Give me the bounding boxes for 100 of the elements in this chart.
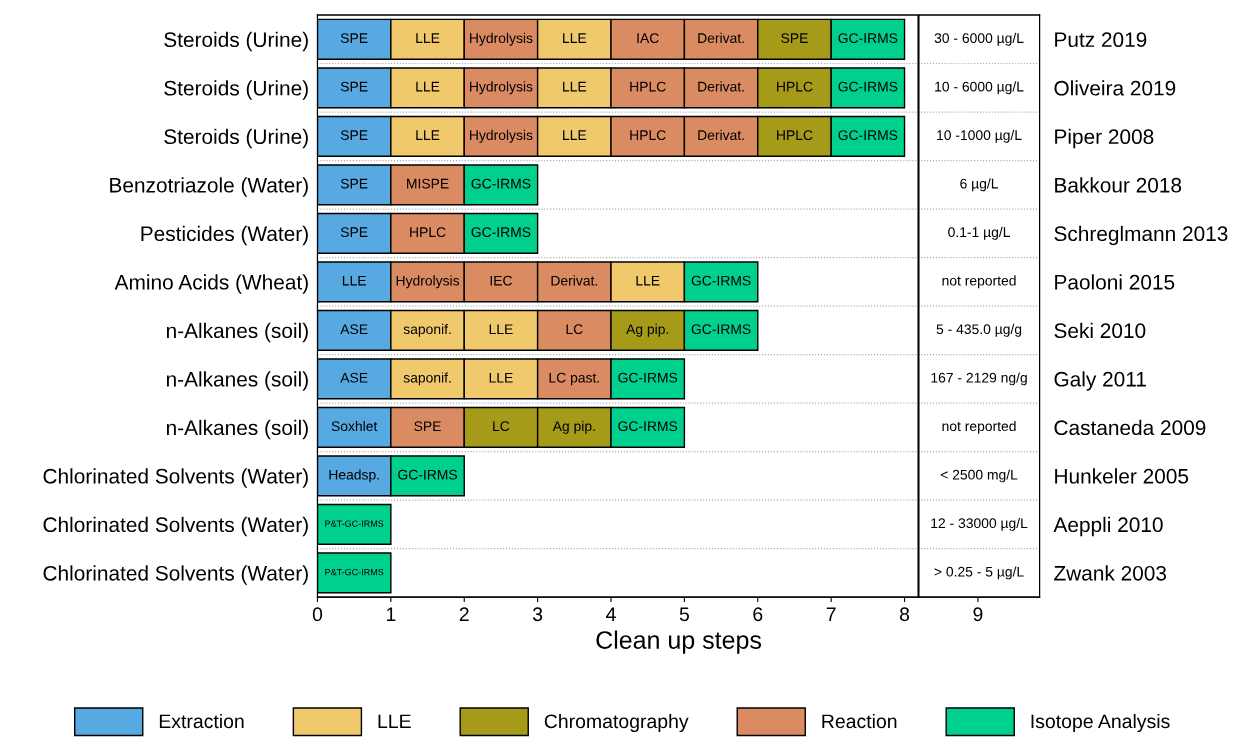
data-label: LLE — [416, 130, 440, 140]
data-label: LLE — [489, 324, 513, 334]
y-tick-label: Chlorinated Solvents (Water) — [43, 468, 308, 488]
x-tick-label: 5 — [679, 607, 689, 622]
data-label: GC-IRMS — [471, 227, 531, 238]
y-tick-label: n-Alkanes (soil) — [166, 322, 308, 343]
data-label: Hydrolysis — [470, 32, 533, 46]
data-label: GC-IRMS — [471, 178, 531, 189]
y2-tick-label: Zwank 2003 — [1054, 565, 1167, 581]
data-label: saponif. — [403, 323, 451, 337]
data-label: SPE — [340, 81, 368, 92]
x-tick-label: 9 — [973, 607, 983, 622]
y2-tick-label: Oliveira 2019 — [1054, 80, 1176, 96]
data-label: SPE — [340, 33, 368, 44]
y2-tick-label: Seki 2010 — [1054, 322, 1146, 339]
data-label: LLE — [563, 33, 587, 43]
data-label: MISPE — [407, 178, 449, 189]
legend-label: LLE — [378, 714, 411, 729]
data-label: LLE — [563, 81, 587, 92]
y-tick-label: Chlorinated Solvents (Water) — [43, 516, 308, 537]
data-label: Soxhlet — [331, 420, 378, 432]
y-tick-label: Pesticides (Water) — [141, 225, 308, 246]
y-tick-label: n-Alkanes (soil) — [166, 371, 308, 391]
y2-tick-label: Paoloni 2015 — [1055, 274, 1175, 290]
annotation: 10 - 6000 µg/L — [935, 81, 1024, 95]
annotation: < 2500 mg/L — [940, 469, 1018, 483]
data-label: LC past. — [549, 372, 599, 386]
data-label: GC-IRMS — [838, 130, 898, 141]
data-label: LC — [566, 324, 583, 335]
data-label: LLE — [489, 372, 513, 383]
legend-label: Chromatography — [544, 713, 689, 733]
y2-tick-label: Aeppli 2010 — [1053, 516, 1163, 537]
y2-tick-label: Putz 2019 — [1055, 32, 1147, 48]
legend-label: Isotope Analysis — [1031, 713, 1170, 733]
annotation: > 0.25 - 5 µg/L — [934, 566, 1024, 580]
data-label: Derivat. — [698, 32, 744, 44]
y-tick-label: Chlorinated Solvents (Water) — [43, 565, 308, 585]
annotation: 5 - 435.0 µg/g — [936, 323, 1022, 337]
y-tick-label: Steroids (Urine) — [164, 80, 308, 100]
x-tick-label: 3 — [532, 607, 543, 622]
data-label: Derivat. — [551, 275, 597, 286]
annotation: 30 - 6000 µg/L — [934, 32, 1024, 46]
data-label: HPLC — [630, 81, 666, 92]
data-label: Ag pip. — [552, 420, 595, 434]
x-tick-label: 8 — [899, 607, 910, 622]
data-label: SPE — [340, 130, 368, 141]
y2-tick-label: Bakkour 2018 — [1055, 177, 1182, 193]
annotation: 6 µg/L — [960, 178, 999, 192]
data-label: GC-IRMS — [838, 81, 898, 92]
data-label: LLE — [416, 81, 440, 92]
data-label: LLE — [416, 33, 440, 43]
data-label: P&T-GC-IRMS — [325, 568, 384, 576]
x-axis-title: Clean up steps — [596, 630, 762, 654]
data-label: IAC — [637, 33, 659, 44]
data-label: SPE — [340, 227, 368, 238]
data-label: Hydrolysis — [470, 129, 533, 143]
annotation: 12 - 33000 µg/L — [931, 517, 1028, 531]
data-label: SPE — [414, 421, 441, 432]
y-tick-label: Steroids (Urine) — [164, 128, 308, 149]
x-tick-label: 7 — [826, 607, 836, 621]
annotation: not reported — [942, 420, 1016, 434]
data-label: ASE — [340, 324, 368, 335]
data-label: HPLC — [630, 130, 666, 141]
x-tick-label: 6 — [753, 607, 763, 622]
data-label: SPE — [340, 178, 368, 189]
data-label: saponif. — [403, 372, 451, 386]
data-label: Hydrolysis — [470, 81, 533, 95]
y2-tick-label: Piper 2008 — [1055, 128, 1154, 149]
y2-tick-label: Schreglmann 2013 — [1054, 225, 1228, 246]
annotation: 167 - 2129 ng/g — [931, 372, 1027, 386]
annotation: 10 -1000 µg/L — [937, 129, 1022, 143]
y-tick-label: n-Alkanes (soil) — [166, 419, 308, 440]
data-label: GC-IRMS — [618, 421, 678, 432]
legend-label: Reaction — [822, 713, 897, 729]
data-label: GC-IRMS — [398, 469, 457, 480]
legend-label: Extraction — [159, 713, 244, 729]
data-label: SPE — [781, 33, 808, 44]
data-label: LLE — [342, 275, 366, 286]
y2-tick-label: Hunkeler 2005 — [1055, 468, 1189, 484]
y2-tick-label: Castaneda 2009 — [1054, 419, 1206, 436]
data-label: Ag pip. — [626, 323, 669, 337]
x-tick-label: 0 — [312, 607, 323, 622]
y-tick-label: Steroids (Urine) — [164, 31, 308, 52]
data-label: LLE — [563, 130, 587, 140]
x-tick-label: 1 — [386, 607, 396, 621]
data-label: GC-IRMS — [691, 275, 751, 286]
data-label: HPLC — [777, 130, 813, 141]
data-label: HPLC — [410, 227, 446, 238]
y-tick-label: Benzotriazole (Water) — [110, 177, 308, 197]
data-label: HPLC — [777, 81, 813, 92]
data-label: GC-IRMS — [838, 33, 898, 44]
data-label: Hydrolysis — [396, 275, 460, 289]
data-label: LC — [493, 421, 510, 432]
data-label: ASE — [340, 372, 368, 383]
data-label: P&T-GC-IRMS — [325, 520, 384, 527]
annotation: not reported — [942, 275, 1016, 289]
data-label: LLE — [636, 275, 660, 286]
y2-tick-label: Galy 2011 — [1054, 371, 1146, 391]
data-label: Derivat. — [698, 129, 744, 141]
data-label: GC-IRMS — [691, 324, 751, 335]
